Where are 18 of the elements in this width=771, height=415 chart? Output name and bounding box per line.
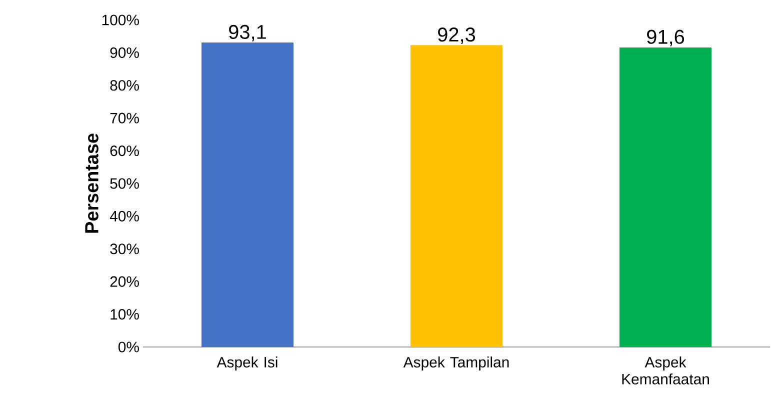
x-tick-label: Aspek Tampilan bbox=[403, 356, 509, 370]
y-tick-label: 10% bbox=[110, 309, 139, 320]
y-tick-label: 90% bbox=[110, 47, 139, 58]
y-tick-label: 50% bbox=[110, 178, 139, 189]
data-label: 93,1 bbox=[229, 24, 266, 42]
data-label: 91,6 bbox=[647, 30, 684, 46]
y-tick-label: 40% bbox=[110, 210, 139, 222]
x-tick-label: Aspek Kemanfaatan bbox=[622, 356, 709, 384]
y-tick-label: 70% bbox=[110, 112, 139, 124]
x-tick-label: Aspek Isi bbox=[216, 356, 278, 370]
y-tick-label: 0% bbox=[118, 342, 139, 352]
data-label: 92,3 bbox=[438, 28, 476, 44]
y-tick-label: 20% bbox=[110, 276, 139, 287]
y-tick-label: 30% bbox=[110, 244, 139, 254]
y-tick-label: 100% bbox=[102, 14, 139, 26]
y-axis-title: Persentase bbox=[85, 134, 98, 233]
y-tick-label: 80% bbox=[110, 80, 139, 91]
y-tick-label: 60% bbox=[110, 146, 139, 156]
